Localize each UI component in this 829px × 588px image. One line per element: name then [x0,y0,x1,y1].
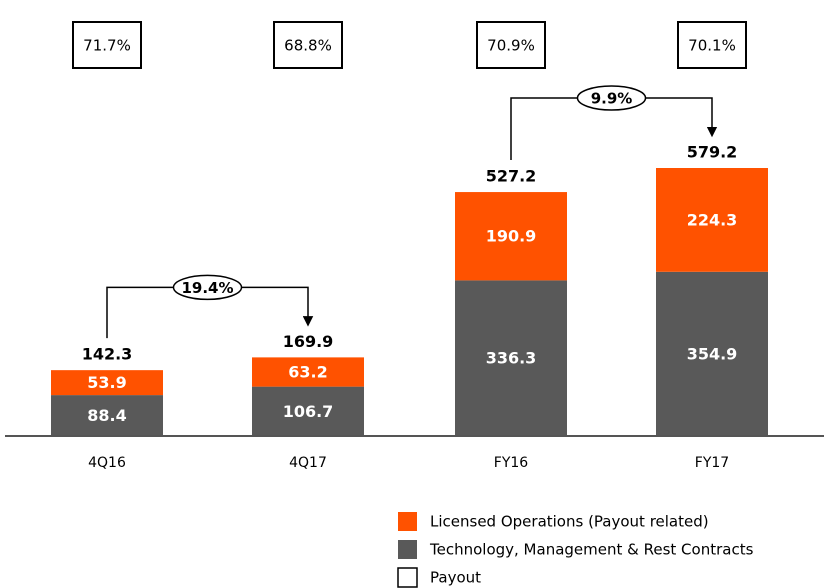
legend-swatch [397,567,418,588]
bar-segment [656,271,768,436]
legend-swatch [398,540,417,559]
segment-label: 224.3 [687,210,738,229]
growth-bubble [172,274,243,301]
segment-label: 336.3 [486,349,537,368]
segment-label: 63.2 [288,363,327,382]
bar-segment [252,357,364,387]
segment-label: 88.4 [87,406,126,425]
growth-bubble [576,85,647,111]
total-label: 142.3 [82,345,133,364]
segment-label: 354.9 [687,344,738,363]
payout-label: 71.7% [83,37,131,55]
payout-label: 70.1% [688,37,736,55]
total-label: 527.2 [486,167,537,186]
legend-label: Technology, Management & Rest Contracts [429,541,754,559]
payout-box [476,21,546,69]
segment-label: 190.9 [486,227,537,246]
category-label: FY16 [494,455,529,471]
payout-box [273,21,343,69]
bar-segment [252,386,364,436]
legend-label: Payout [430,569,481,587]
category-label: 4Q17 [289,455,327,471]
payout-label: 70.9% [487,37,535,55]
segment-label: 53.9 [87,373,126,392]
bar-segment [656,168,768,272]
payout-box [72,21,142,69]
legend-swatch [398,512,417,531]
payout-label: 68.8% [284,37,332,55]
total-label: 169.9 [283,332,334,351]
growth-label: 19.4% [181,279,233,297]
category-label: FY17 [695,455,729,471]
total-label: 579.2 [687,143,738,162]
bar-segment [51,395,163,436]
growth-label: 9.9% [591,90,633,108]
bar-segment [455,192,567,281]
payout-box [677,21,747,69]
bar-segment [455,280,567,436]
segment-label: 106.7 [283,402,334,421]
category-label: 4Q16 [88,455,126,471]
legend-label: Licensed Operations (Payout related) [430,513,709,531]
bar-segment [51,370,163,396]
